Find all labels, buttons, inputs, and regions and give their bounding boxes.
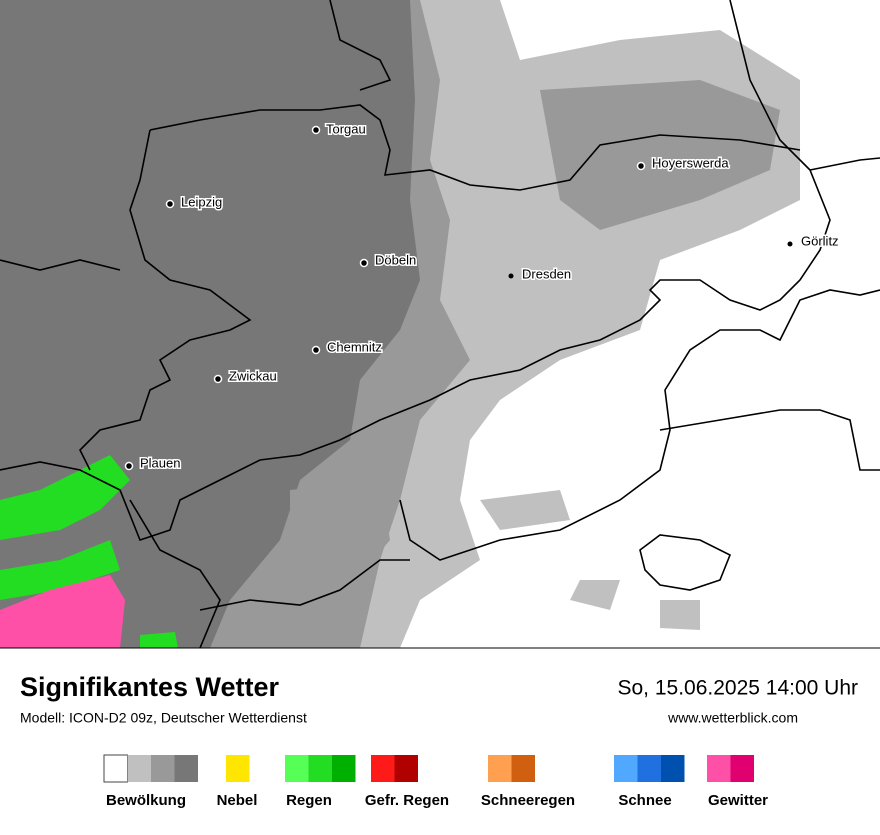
legend-swatch (394, 755, 418, 782)
footer-background (0, 648, 880, 830)
city-label: Dresden (522, 266, 571, 281)
legend-swatch (332, 755, 356, 782)
legend-swatch (285, 755, 309, 782)
city-label: Plauen (140, 455, 180, 470)
map (0, 0, 880, 649)
legend-swatch (614, 755, 638, 782)
border (639, 534, 732, 591)
city-label: Görlitz (801, 233, 839, 248)
border (0, 0, 831, 541)
subtitle: Modell: ICON-D2 09z, Deutscher Wetterdie… (20, 710, 307, 726)
title: Signifikantes Wetter (20, 672, 280, 702)
city-label: Döbeln (375, 252, 416, 267)
legend-swatch (637, 755, 661, 782)
city-dot (787, 241, 793, 247)
legend-swatch (707, 755, 731, 782)
legend-swatch (511, 755, 535, 782)
rain (0, 540, 178, 648)
legend-label: Regen (286, 792, 332, 809)
legend-label: Bewölkung (106, 792, 186, 809)
city-label: Chemnitz (327, 339, 382, 354)
legend-swatch (174, 755, 198, 782)
cloud-light (480, 490, 700, 630)
border (0, 259, 121, 271)
city-dot (124, 461, 134, 471)
legend-swatch (151, 755, 175, 782)
city-label: Hoyerswerda (652, 155, 729, 170)
city-dot (636, 161, 646, 171)
border (149, 104, 801, 191)
legend-label: Gewitter (708, 792, 768, 809)
legend-swatch (730, 755, 754, 782)
website: www.wetterblick.com (667, 710, 798, 726)
border (809, 157, 880, 171)
datetime: So, 15.06.2025 14:00 Uhr (617, 677, 858, 700)
legend-swatch (661, 755, 685, 782)
border (129, 499, 221, 649)
legend-label: Schnee (618, 792, 671, 809)
border (659, 409, 880, 471)
city-dot (311, 125, 321, 135)
legend-swatch (103, 754, 128, 783)
legend-swatch (127, 755, 151, 782)
thunderstorm (0, 575, 125, 648)
legend-label: Nebel (217, 792, 258, 809)
city-label: Torgau (326, 121, 366, 136)
border (79, 129, 252, 471)
city-label: Leipzig (181, 194, 222, 209)
cloud-medium (540, 80, 780, 230)
city-dot (508, 273, 514, 279)
legend-label: Gefr. Regen (365, 792, 449, 809)
border (399, 289, 880, 561)
legend: Bewölkung Nebel Regen Gefr. Regen Schneerege… (103, 754, 768, 809)
cities: Torgau Leipzig Döbeln Dresden Hoyerswerd… (124, 120, 840, 472)
legend-swatch (488, 755, 512, 782)
rain (0, 455, 130, 540)
legend-swatch (226, 755, 250, 782)
legend-swatch (308, 755, 332, 782)
city-dot (165, 199, 175, 209)
city-dot (359, 258, 369, 268)
legend-label: Schneeregen (481, 792, 575, 809)
city-dot (213, 374, 223, 384)
border (329, 0, 392, 91)
city-label: Zwickau (229, 368, 277, 383)
cloud-medium (290, 480, 390, 600)
legend-swatch (371, 755, 395, 782)
border (199, 559, 410, 611)
city-dot (311, 345, 321, 355)
